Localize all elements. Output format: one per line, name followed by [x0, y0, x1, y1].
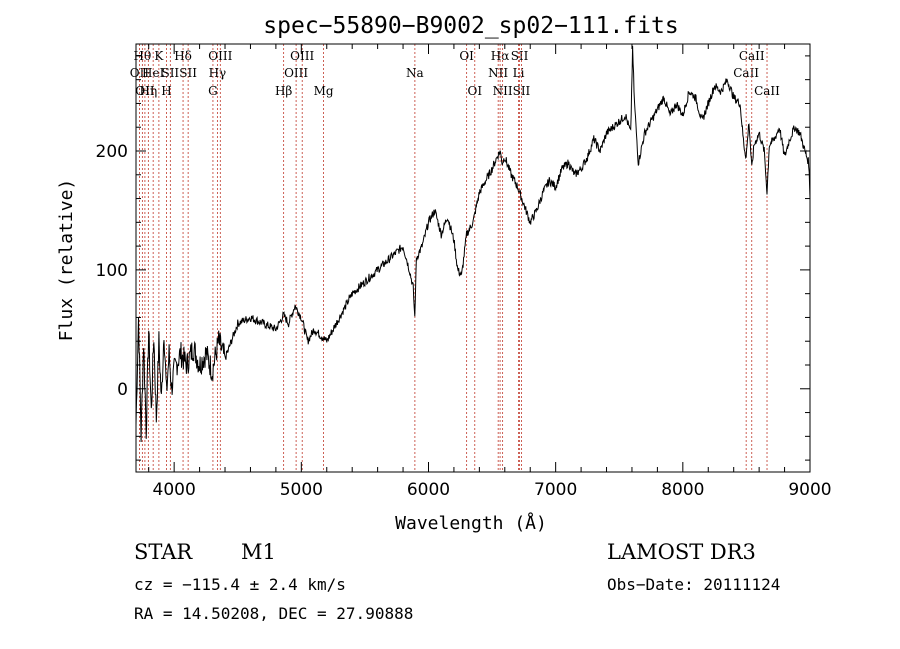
line-label-14: OIII	[284, 66, 308, 80]
line-label-24: SII	[511, 49, 529, 63]
spectrum-line	[135, 45, 811, 443]
line-label-9: SII	[179, 66, 197, 80]
line-label-6: H	[161, 84, 171, 98]
line-label-26: CaII	[733, 66, 759, 80]
line-label-16: Mg	[314, 84, 334, 98]
line-label-20: NII	[488, 66, 508, 80]
chart-title: spec−55890−B9002_sp02−111.fits	[263, 13, 678, 39]
line-label-0: OII	[130, 66, 150, 80]
x-tick-label-4000: 4000	[153, 480, 196, 500]
line-label-11: Hγ	[209, 66, 227, 80]
coordinates: RA = 14.50208, DEC = 27.90888	[134, 604, 414, 623]
line-label-28: CaII	[754, 84, 780, 98]
line-label-3: Hη	[140, 84, 158, 98]
x-tick-label-6000: 6000	[407, 480, 450, 500]
object-class: STAR	[134, 540, 193, 564]
line-label-13: Hβ	[275, 84, 292, 98]
line-label-5: K	[154, 49, 164, 63]
line-label-7: SII	[161, 66, 179, 80]
redshift-value: cz = −115.4 ± 2.4 km/s	[134, 575, 346, 594]
line-label-8: Hδ	[174, 49, 192, 63]
x-tick-label-7000: 7000	[534, 480, 577, 500]
line-label-23: Li	[513, 66, 525, 80]
line-label-21: Hα	[491, 49, 510, 63]
line-label-27: CaII	[739, 49, 765, 63]
line-label-15: OIII	[290, 49, 314, 63]
observation-date: Obs−Date: 20111124	[607, 575, 781, 594]
survey-name: LAMOST DR3	[607, 540, 756, 564]
x-tick-label-9000: 9000	[788, 480, 831, 500]
emission-line-markers: OIIHθOIIHηHeIKHSIIHδSIIGHγOIIIHβOIIIOIII…	[130, 44, 780, 472]
y-tick-label-200: 200	[96, 142, 128, 162]
line-label-2: OII	[135, 84, 155, 98]
line-label-12: OIII	[208, 49, 232, 63]
y-tick-label-100: 100	[96, 261, 128, 281]
line-label-22: NII	[493, 84, 513, 98]
x-axis-label: Wavelength (Å)	[395, 512, 547, 534]
plot-frame	[135, 43, 811, 473]
object-subclass: M1	[241, 540, 276, 564]
line-label-17: Na	[406, 66, 424, 80]
y-axis-label: Flux (relative)	[56, 179, 77, 342]
line-label-19: OI	[467, 84, 482, 98]
x-tick-label-5000: 5000	[280, 480, 323, 500]
axis-ticks: 4000 5000 6000 7000 8000 9000 0 100 200	[96, 44, 832, 500]
line-label-10: G	[208, 84, 218, 98]
y-tick-label-0: 0	[117, 380, 128, 400]
x-tick-label-8000: 8000	[661, 480, 704, 500]
line-label-18: OI	[459, 49, 474, 63]
line-label-25: SII	[513, 84, 531, 98]
line-label-1: Hθ	[134, 49, 152, 63]
